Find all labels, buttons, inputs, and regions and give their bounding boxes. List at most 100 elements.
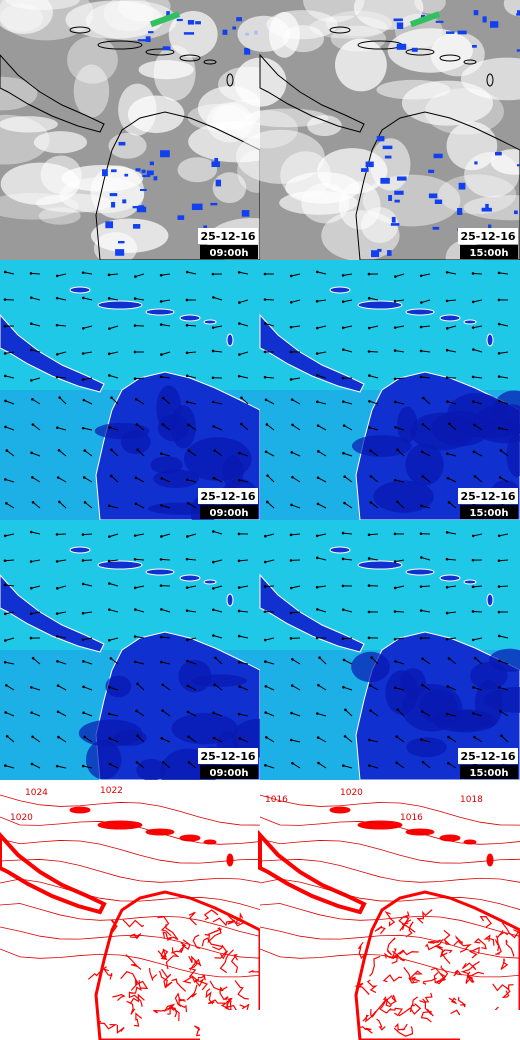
wind-patch [157, 413, 190, 442]
wind-arrow-head [185, 351, 189, 355]
wind-arrow-head [108, 737, 112, 740]
wind-arrow-head [107, 504, 111, 508]
wind-arrow-head [30, 379, 33, 382]
terrain-contour [357, 941, 367, 960]
terrain-contour [225, 998, 238, 1012]
island [145, 828, 175, 836]
terrain-contour [153, 1005, 173, 1014]
wind-arrow-head [369, 449, 373, 453]
wind-arrow [317, 401, 327, 405]
wind-arrow [161, 504, 171, 509]
wind-arrow [109, 505, 119, 509]
wind-arrow [161, 273, 171, 276]
wind-arrow [213, 712, 223, 717]
wind-arrow [213, 530, 223, 535]
wind-arrow-head [497, 634, 501, 638]
wind-arrow [291, 504, 301, 509]
precipitation [195, 21, 201, 25]
island [405, 828, 435, 836]
wind-arrow [447, 531, 457, 535]
wind-arrow-head [471, 638, 475, 642]
wind-arrow-head [211, 560, 215, 564]
wind-arrow [448, 658, 457, 665]
wind-arrow-head [237, 586, 241, 589]
wind-arrow-head [342, 424, 346, 427]
wind-arrow [109, 737, 119, 743]
wind-arrow [291, 325, 301, 328]
wind-arrow [188, 736, 197, 743]
wind-arrow [369, 557, 379, 561]
wind-arrow [395, 559, 405, 563]
terrain-contour [398, 1003, 422, 1017]
wind-arrow-head [81, 326, 85, 330]
wind-arrow-head [289, 559, 293, 562]
wind-arrow [421, 325, 431, 328]
wind-arrow [447, 685, 457, 691]
wind-arrow [161, 299, 171, 302]
wind-arrow-head [161, 683, 164, 687]
wind-arrow-head [4, 478, 7, 481]
wind-arrow-head [136, 734, 139, 738]
wind-arrow-head [133, 586, 137, 590]
wind-arrow-head [367, 350, 371, 353]
wind-arrow [5, 271, 15, 275]
island [69, 806, 91, 814]
wind-arrow [239, 323, 249, 327]
precipitation [421, 14, 425, 18]
wind-arrow [394, 377, 405, 380]
precipitation [105, 221, 114, 229]
island [405, 308, 435, 316]
wind-patch [405, 443, 444, 486]
precipitation [136, 206, 147, 213]
wind-arrow-head [3, 374, 7, 378]
precipitation [166, 11, 170, 17]
terrain-contour [180, 939, 191, 951]
wind-arrow [109, 686, 119, 691]
wind-arrow [31, 611, 41, 615]
wind-arrow [31, 763, 41, 769]
wind-patch [85, 739, 122, 780]
wind-arrow-head [497, 322, 501, 326]
island [179, 314, 201, 322]
wind-arrow-head [211, 400, 215, 404]
wind-arrow-head [394, 425, 397, 429]
wind-arrow [56, 376, 67, 379]
wind-arrow [32, 476, 41, 483]
wind-patch [94, 422, 150, 440]
cloud [0, 76, 38, 111]
wind-arrow [109, 426, 119, 431]
land [355, 111, 520, 261]
wind-arrow [369, 375, 379, 379]
wind-arrow-head [238, 737, 242, 740]
wind-arrow [397, 449, 405, 457]
wind-arrow [344, 502, 353, 509]
wind-arrow-head [420, 450, 424, 454]
wind-arrow-head [29, 586, 33, 590]
isobar [0, 794, 261, 826]
wind-arrow-head [419, 349, 423, 353]
precipitation-heavy [409, 11, 441, 28]
wind-arrow [187, 375, 197, 379]
wind-arrow [186, 324, 197, 327]
wind-arrow [421, 711, 431, 717]
wind-arrow-head [393, 532, 397, 536]
isobar-label: 1016 [400, 813, 423, 823]
wind-arrow [5, 611, 15, 615]
precipitation [384, 155, 392, 159]
precipitation [142, 174, 151, 178]
wind-arrow [447, 713, 457, 717]
wind-arrow [213, 296, 223, 301]
wind-arrow-head [367, 557, 371, 560]
wind-arrow [422, 684, 431, 691]
wind-arrow-head [497, 610, 501, 614]
wind-arrow-head [30, 296, 33, 299]
terrain-contour [214, 950, 229, 960]
wind-arrow-head [419, 585, 423, 588]
wind-patch [136, 758, 166, 781]
wind-arrow [5, 478, 15, 483]
wind-arrow [109, 325, 119, 330]
wind-arrow [187, 610, 197, 613]
wind-arrow-head [3, 559, 7, 563]
precipitation [210, 202, 218, 206]
wind-arrow-head [343, 475, 347, 478]
